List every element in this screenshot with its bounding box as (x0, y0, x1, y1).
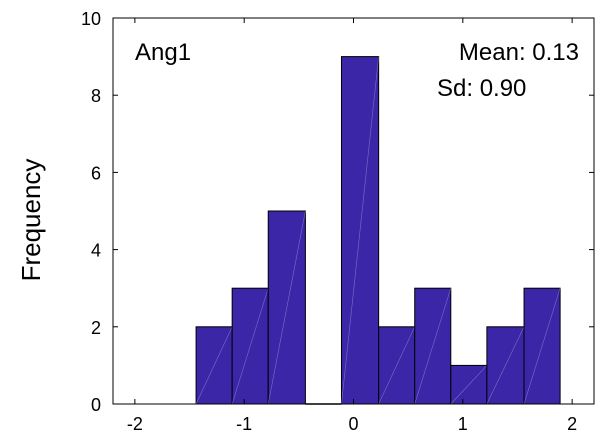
bar-facet-line (231, 288, 269, 405)
y-tick-label: 8 (91, 86, 101, 106)
panel-label: Ang1 (135, 39, 191, 66)
y-tick-label: 4 (91, 241, 101, 261)
bar-facet-line (195, 326, 233, 405)
y-axis-label: Frequency (16, 159, 46, 282)
bar-facet-line (341, 56, 379, 405)
mean-annotation: Mean: 0.13 (459, 39, 579, 66)
bar-facet-line (450, 365, 488, 405)
x-tick-label: 2 (567, 414, 577, 434)
bar-facet-line (486, 326, 525, 405)
x-tick-label: 1 (458, 414, 468, 434)
ticks-layer: -2 -1 0 1 2 0 2 4 6 8 10 (81, 9, 594, 434)
bar-facet-line (523, 288, 561, 405)
bar-facet-line (267, 210, 306, 405)
bar-facet-line (378, 326, 415, 405)
y-tick-label: 0 (91, 395, 101, 415)
x-tick-label: 0 (348, 414, 358, 434)
y-tick-label: 10 (81, 9, 101, 29)
y-tick-label: 6 (91, 163, 101, 183)
bars-layer (195, 56, 561, 405)
sd-annotation: Sd: 0.90 (437, 75, 526, 102)
bar-facet-line (414, 288, 452, 405)
x-tick-label: -1 (236, 414, 252, 434)
y-tick-label: 2 (91, 318, 101, 338)
x-tick-label: -2 (127, 414, 143, 434)
